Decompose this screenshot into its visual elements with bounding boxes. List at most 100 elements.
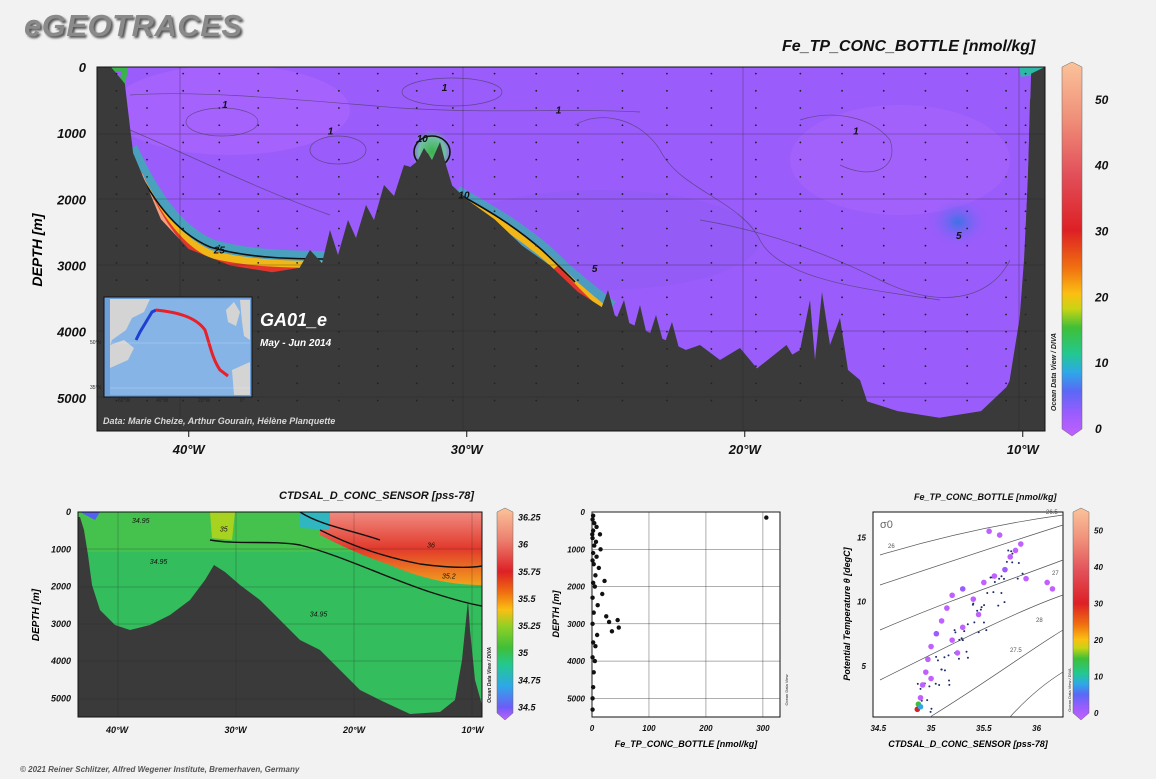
ts-x-axis: 34.5 35 35.5 36 xyxy=(870,724,1041,733)
main-sample-dot xyxy=(415,382,418,385)
main-sample-dot xyxy=(182,175,185,178)
main-x-tick: 30°W xyxy=(451,442,485,457)
ts-colorbar-tick: 0 xyxy=(1094,709,1099,718)
main-sample-dot xyxy=(376,158,379,161)
ts-point xyxy=(996,532,1003,538)
main-sample-dot xyxy=(535,72,538,75)
main-sample-dot xyxy=(115,261,118,264)
main-sample-dot xyxy=(966,158,969,161)
salinity-y-tick: 3000 xyxy=(51,619,71,629)
ts-y-tick: 15 xyxy=(857,534,866,543)
ts-point-background xyxy=(958,638,961,641)
main-sample-dot xyxy=(296,175,299,178)
ts-colorbar-tick: 50 xyxy=(1094,526,1103,535)
ts-point-background xyxy=(947,654,950,657)
main-sample-dot xyxy=(666,313,668,316)
main-sample-dot xyxy=(841,107,843,109)
main-sample-dot xyxy=(337,158,340,161)
main-sample-dot xyxy=(621,365,624,368)
main-sample-dot xyxy=(535,227,538,230)
main-y-tick: 4000 xyxy=(56,325,87,340)
main-sample-dot xyxy=(882,261,885,264)
ts-point-background xyxy=(1000,591,1003,594)
main-sample-dot xyxy=(218,89,221,92)
main-sample-dot xyxy=(257,107,260,109)
main-sample-dot xyxy=(841,261,843,264)
main-sample-dot xyxy=(296,382,299,385)
ts-point xyxy=(944,605,950,611)
main-sample-dot xyxy=(337,72,340,75)
ts-point xyxy=(917,694,924,701)
profile-point xyxy=(591,610,596,615)
main-odv-tag: Ocean Data View / DIVA xyxy=(1051,333,1058,411)
main-sample-dot xyxy=(415,72,418,75)
main-sample-dot xyxy=(115,141,118,144)
main-sample-dot xyxy=(710,227,713,230)
main-sample-dot xyxy=(257,72,260,75)
main-sample-dot xyxy=(754,348,757,350)
main-sample-dot xyxy=(621,158,624,161)
main-sample-dot xyxy=(577,227,579,230)
main-sample-dot xyxy=(882,382,885,385)
main-sample-dot xyxy=(1024,279,1027,282)
ts-point xyxy=(1044,579,1050,586)
main-sample-dot xyxy=(1024,124,1027,127)
main-sample-dot xyxy=(493,399,496,402)
main-sample-dot xyxy=(924,227,927,230)
main-sample-dot xyxy=(493,124,496,127)
main-sample-dot xyxy=(966,296,969,299)
main-sample-dot xyxy=(451,124,454,127)
main-colorbar-tick: 40 xyxy=(1094,159,1109,173)
ts-point xyxy=(1012,547,1019,554)
main-x-tick: 40°W xyxy=(172,442,207,457)
main-sample-dot xyxy=(535,158,538,161)
profile-x-axis-label: Fe_TP_CONC_BOTTLE [nmol/kg] xyxy=(615,739,759,749)
profile-point xyxy=(590,707,595,712)
ts-point-background xyxy=(1010,550,1013,553)
main-sample-dot xyxy=(924,296,927,299)
main-sample-dot xyxy=(577,193,579,195)
main-sample-dot xyxy=(577,399,579,402)
inset-lat-35: 35°N xyxy=(90,385,102,391)
main-sample-dot xyxy=(376,399,379,402)
main-sample-dot xyxy=(1005,175,1007,178)
ts-point-background xyxy=(989,576,992,579)
main-sample-dot xyxy=(1024,227,1027,230)
main-sample-dot xyxy=(577,313,579,316)
main-sample-dot xyxy=(493,141,496,144)
main-sample-dot xyxy=(882,296,885,299)
ts-odv-tag: Ocean Data View / DIVA xyxy=(1067,668,1072,712)
main-sample-dot xyxy=(754,279,757,282)
profile-y-tick: 5000 xyxy=(567,694,585,703)
main-sample-dot xyxy=(754,399,757,402)
main-sample-dot xyxy=(621,261,624,264)
main-sample-dot xyxy=(451,279,454,282)
main-sample-dot xyxy=(882,330,885,333)
ts-isopycnal-label: 26 xyxy=(888,544,895,550)
profile-point xyxy=(594,632,600,638)
main-sample-dot xyxy=(451,244,454,247)
main-sample-dot xyxy=(710,244,713,247)
main-sample-dot xyxy=(182,124,185,127)
main-sample-dot xyxy=(710,382,713,385)
ts-isopycnal-label: 27.5 xyxy=(1010,648,1022,654)
salinity-colorbar-tick: 35 xyxy=(518,648,529,658)
main-sample-dot xyxy=(337,107,340,109)
main-sample-dot xyxy=(924,348,927,350)
main-sample-dot xyxy=(1024,89,1027,92)
main-x-tick: 20°W xyxy=(728,442,763,457)
main-sample-dot xyxy=(296,72,299,75)
main-sample-dot xyxy=(841,193,843,195)
main-sample-dot xyxy=(621,124,624,127)
footer-credit: © 2021 Reiner Schlitzer, Alfred Wegener … xyxy=(20,765,300,774)
main-sample-dot xyxy=(115,72,118,75)
main-sample-dot xyxy=(882,210,885,213)
main-sample-dot xyxy=(577,72,579,75)
main-sample-dot xyxy=(1005,72,1007,75)
main-sample-dot xyxy=(799,193,802,195)
ts-x-tick: 35 xyxy=(927,724,936,733)
main-sample-dot xyxy=(666,382,668,385)
main-sample-dot xyxy=(296,279,299,282)
salinity-contour-labels: 34.95 35 34.95 34.95 36 35.2 xyxy=(132,518,456,618)
main-sample-dot xyxy=(535,89,538,92)
